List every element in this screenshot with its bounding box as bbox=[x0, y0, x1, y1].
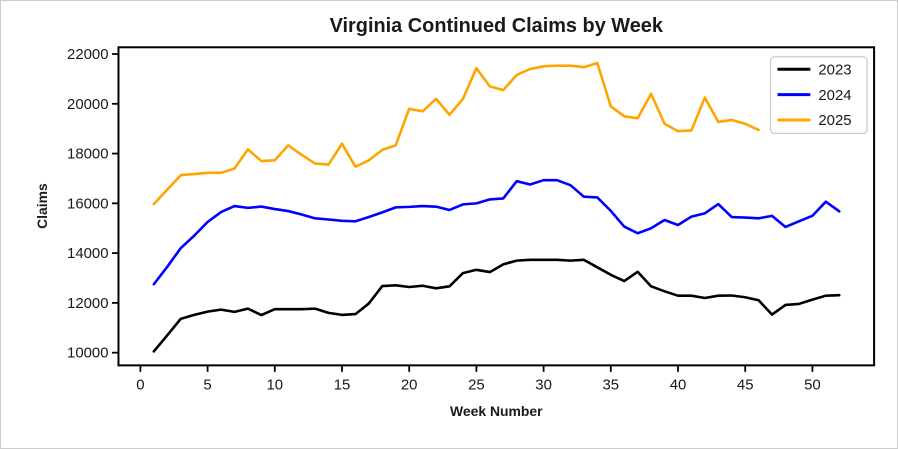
series-line-2025 bbox=[152, 61, 760, 206]
y-axis-ticks: 10000 12000 14000 16000 18000 20000 22000 bbox=[67, 46, 119, 362]
x-tick-label: 10 bbox=[266, 376, 283, 393]
series-lines bbox=[152, 61, 841, 353]
plot-frame bbox=[117, 46, 876, 367]
series-line-2024 bbox=[152, 178, 841, 286]
y-tick-label: 14000 bbox=[67, 245, 109, 262]
x-tick-label: 35 bbox=[602, 376, 619, 393]
legend-label-2024: 2024 bbox=[818, 87, 851, 104]
series-line-2023 bbox=[152, 258, 841, 353]
x-tick-label: 20 bbox=[401, 376, 418, 393]
y-axis-label: Claims bbox=[34, 183, 50, 229]
y-tick-label: 16000 bbox=[67, 195, 109, 212]
x-tick-label: 15 bbox=[334, 376, 351, 393]
x-tick-label: 0 bbox=[136, 376, 144, 393]
y-tick-label: 20000 bbox=[67, 96, 109, 113]
x-tick-label: 25 bbox=[468, 376, 485, 393]
x-axis-ticks: 0 5 10 15 20 25 30 35 40 45 50 bbox=[136, 365, 821, 393]
y-tick-label: 22000 bbox=[67, 46, 109, 63]
y-tick-label: 12000 bbox=[67, 295, 109, 312]
x-tick-label: 50 bbox=[804, 376, 821, 393]
x-axis-label: Week Number bbox=[450, 403, 543, 419]
x-tick-label: 30 bbox=[535, 376, 552, 393]
legend: 2023 2024 2025 bbox=[769, 56, 868, 135]
x-tick-label: 45 bbox=[737, 376, 754, 393]
y-tick-label: 18000 bbox=[67, 146, 109, 163]
x-tick-label: 5 bbox=[203, 376, 211, 393]
y-tick-label: 10000 bbox=[67, 345, 109, 362]
legend-label-2023: 2023 bbox=[818, 61, 851, 78]
x-tick-label: 40 bbox=[670, 376, 687, 393]
chart-title: Virginia Continued Claims by Week bbox=[330, 15, 664, 37]
legend-label-2025: 2025 bbox=[818, 112, 851, 129]
legend-box bbox=[769, 56, 868, 135]
